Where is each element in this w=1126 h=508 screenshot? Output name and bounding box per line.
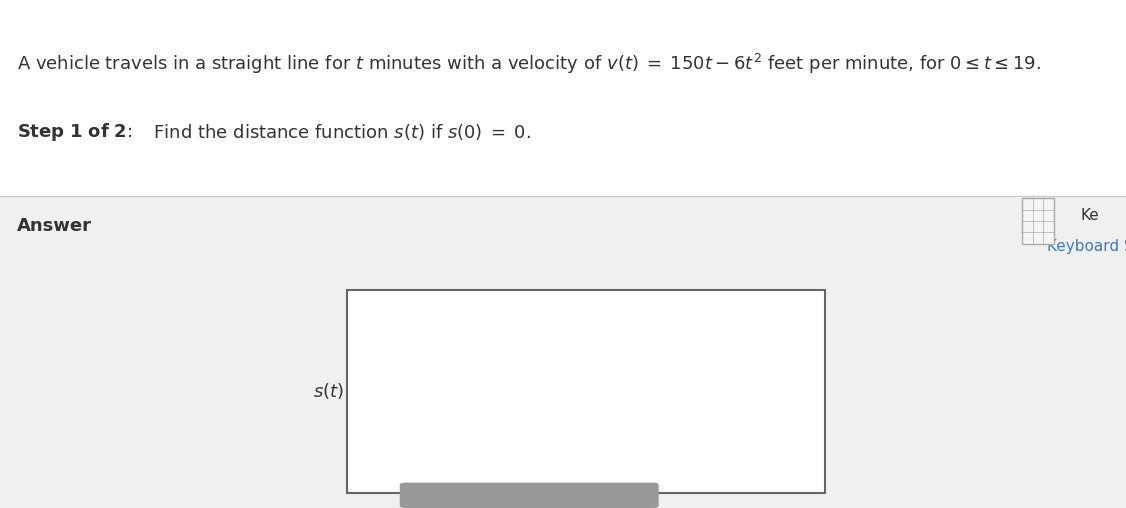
Text: $\mathbf{Step\ 1\ of\ 2}$:: $\mathbf{Step\ 1\ of\ 2}$: bbox=[17, 121, 133, 143]
Text: $s(t)\;=$: $s(t)\;=$ bbox=[313, 381, 367, 401]
Text: Find the distance function $s(t)$ if $s(0)\;=\;0$.: Find the distance function $s(t)$ if $s(… bbox=[142, 122, 531, 142]
Bar bbox=[347, 290, 825, 493]
Bar bbox=[0, 196, 1126, 508]
Bar bbox=[1022, 198, 1054, 244]
FancyBboxPatch shape bbox=[400, 483, 659, 508]
Text: Ke: Ke bbox=[1081, 208, 1100, 224]
Bar bbox=[0, 0, 1126, 196]
Text: Answer: Answer bbox=[17, 217, 92, 235]
Text: Keyboard Sh: Keyboard Sh bbox=[1047, 239, 1126, 254]
Text: A vehicle travels in a straight line for $t$ minutes with a velocity of $v(t)\;=: A vehicle travels in a straight line for… bbox=[17, 51, 1042, 76]
